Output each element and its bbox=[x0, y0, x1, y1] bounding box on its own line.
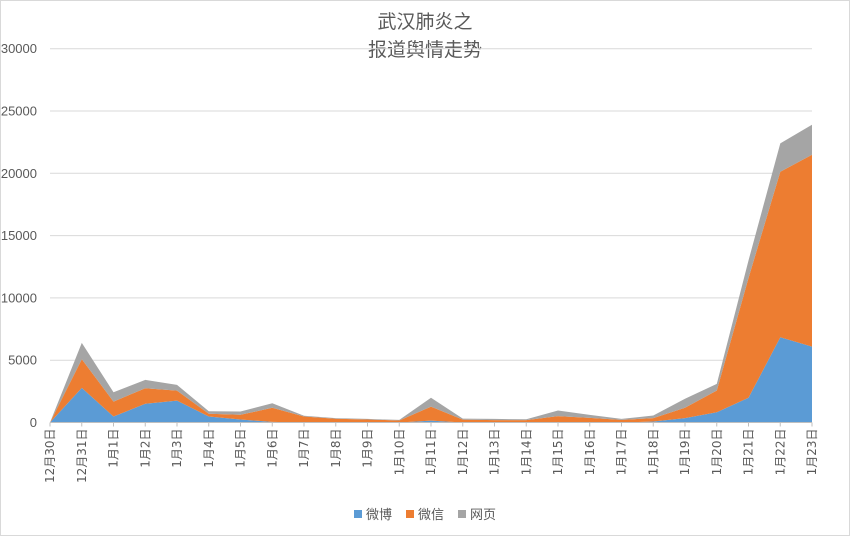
x-tick-label: 1月6日 bbox=[265, 429, 279, 468]
x-tick-label: 1月13日 bbox=[488, 429, 502, 476]
x-tick-label: 1月18日 bbox=[646, 429, 660, 476]
y-tick-label: 0 bbox=[30, 415, 37, 430]
x-tick-label: 1月12日 bbox=[456, 429, 470, 476]
y-tick-label: 5000 bbox=[8, 353, 37, 368]
legend-label: 网页 bbox=[470, 508, 497, 523]
x-tick-label: 1月10日 bbox=[392, 429, 406, 476]
x-tick-label: 1月16日 bbox=[583, 429, 597, 476]
x-tick-label: 1月5日 bbox=[234, 429, 248, 468]
stacked-areas bbox=[50, 124, 812, 423]
x-tick-label: 1月22日 bbox=[773, 429, 787, 476]
legend: 微博 微信 网页 bbox=[0, 504, 850, 523]
x-tick-label: 1月7日 bbox=[297, 429, 311, 468]
y-tick-label: 25000 bbox=[1, 104, 37, 119]
x-axis bbox=[49, 422, 813, 427]
legend-label: 微信 bbox=[417, 508, 444, 523]
area-series bbox=[50, 154, 812, 423]
y-tick-label: 15000 bbox=[1, 228, 37, 243]
legend-swatch-weibo bbox=[353, 509, 362, 518]
x-axis-labels: 12月30日 12月31日 1月1日 1月2日 1月3日 1月4日 1月5日 1月6日 1月7日… bbox=[43, 429, 819, 484]
legend-swatch-weixin bbox=[405, 509, 414, 518]
gridlines bbox=[50, 48, 812, 361]
x-tick-label: 12月31日 bbox=[75, 429, 89, 484]
x-tick-label: 1月15日 bbox=[551, 429, 565, 476]
legend-item-weibo[interactable]: 微博 bbox=[353, 504, 392, 523]
y-axis-labels: 0 5000 10000 15000 20000 25000 30000 bbox=[1, 41, 37, 430]
x-tick-label: 1月4日 bbox=[202, 429, 216, 468]
chart-title-line-2: 报道舆情走势 bbox=[367, 39, 482, 61]
chart-title-line-1: 武汉肺炎之 bbox=[377, 11, 473, 33]
area-series bbox=[50, 124, 812, 423]
legend-item-webpage[interactable]: 网页 bbox=[458, 504, 496, 523]
x-tick-label: 1月21日 bbox=[742, 429, 756, 476]
x-tick-label: 1月19日 bbox=[678, 429, 692, 476]
x-tick-label: 1月3日 bbox=[170, 429, 184, 468]
y-tick-label: 20000 bbox=[1, 166, 37, 181]
legend-swatch-webpage bbox=[458, 509, 466, 518]
x-tick-label: 1月20日 bbox=[710, 429, 724, 476]
x-tick-label: 1月9日 bbox=[361, 429, 375, 468]
x-tick-label: 1月1日 bbox=[107, 429, 121, 468]
y-tick-label: 10000 bbox=[1, 290, 37, 305]
legend-label: 微博 bbox=[365, 508, 392, 523]
x-tick-label: 1月14日 bbox=[519, 429, 533, 476]
x-tick-label: 1月17日 bbox=[615, 429, 629, 476]
x-tick-label: 12月30日 bbox=[43, 429, 57, 484]
y-tick-label: 30000 bbox=[1, 41, 37, 56]
legend-item-weixin[interactable]: 微信 bbox=[405, 504, 444, 523]
x-tick-label: 1月11日 bbox=[424, 429, 438, 476]
area-series bbox=[50, 337, 812, 423]
x-tick-label: 1月8日 bbox=[329, 429, 343, 468]
x-tick-label: 1月2日 bbox=[138, 429, 152, 468]
x-tick-label: 1月23日 bbox=[805, 429, 819, 476]
